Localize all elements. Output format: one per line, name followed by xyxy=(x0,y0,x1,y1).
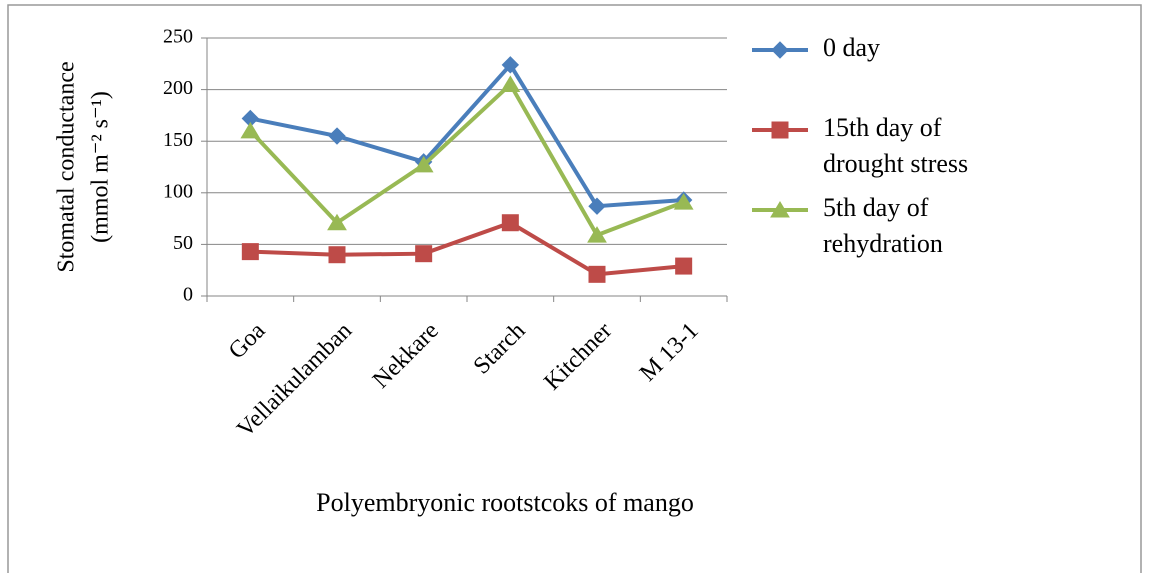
y-tick-label: 150 xyxy=(163,129,193,151)
marker xyxy=(500,75,521,92)
chart-frame xyxy=(7,4,1142,573)
legend-label: 15th day of drought stress xyxy=(823,113,968,178)
marker xyxy=(771,121,789,139)
y-axis-label: (mmol m⁻² s⁻¹) xyxy=(88,91,114,243)
marker xyxy=(240,121,261,139)
marker xyxy=(771,41,789,59)
marker xyxy=(415,245,433,263)
marker xyxy=(328,127,346,145)
y-tick-label: 100 xyxy=(163,180,193,202)
marker xyxy=(413,155,434,173)
marker xyxy=(588,197,606,215)
y-tick-label: 200 xyxy=(163,77,193,99)
marker xyxy=(241,243,259,261)
y-tick-label: 50 xyxy=(173,232,193,254)
legend-label: 5th day of rehydration xyxy=(823,193,943,258)
marker xyxy=(588,265,606,283)
x-axis-label: Polyembryonic rootstcoks of mango xyxy=(316,488,694,517)
marker xyxy=(501,214,519,232)
y-tick-label: 250 xyxy=(163,26,193,48)
marker xyxy=(501,56,520,74)
series-line xyxy=(248,81,685,238)
legend-label: 0 day xyxy=(823,33,880,62)
marker xyxy=(328,246,346,264)
marker xyxy=(673,193,694,210)
marker xyxy=(587,226,607,243)
marker xyxy=(327,213,347,231)
y-axis-label: Stomatal conductance xyxy=(54,61,80,272)
marker xyxy=(770,201,790,218)
marker xyxy=(675,257,693,275)
y-tick-label: 0 xyxy=(183,284,193,306)
series-line xyxy=(249,61,684,209)
series-line xyxy=(250,220,684,277)
